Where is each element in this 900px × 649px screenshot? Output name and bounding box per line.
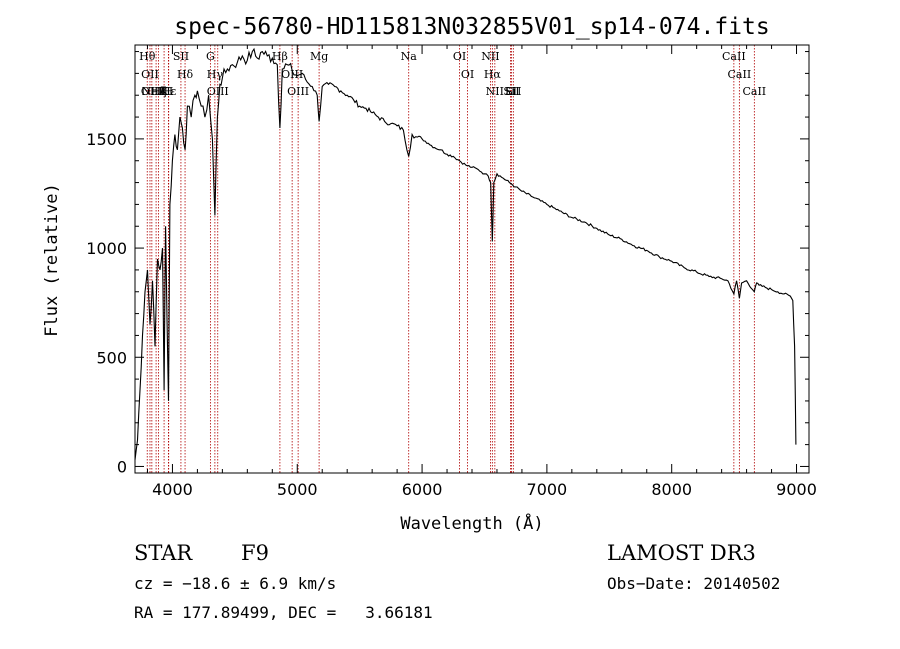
spectral-line-label: SII: [503, 85, 519, 98]
y-tick-label: 1500: [86, 130, 127, 149]
x-tick-label: 8000: [651, 480, 692, 499]
y-axis-label: Flux (relative): [42, 183, 62, 337]
spectral-line-label: NII: [486, 85, 504, 98]
spectral-line-label: K: [160, 85, 169, 98]
chart-title: spec-56780-HD115813N032855V01_sp14-074.f…: [174, 14, 769, 40]
x-tick-label: 5000: [277, 480, 318, 499]
spectral-line-label: Na: [401, 50, 418, 63]
spectral-line-label: Hγ: [207, 68, 224, 81]
spectral-line-label: CaII: [728, 68, 752, 81]
spectral-line-label: OIII: [287, 85, 309, 98]
spectral-line-label: Mg: [310, 50, 328, 63]
x-axis-label: Wavelength (Å): [400, 512, 543, 534]
spectral-line-label: Li: [505, 85, 516, 98]
spectral-line-label: Hβ: [272, 50, 288, 63]
spectral-line-label: CaII: [742, 85, 766, 98]
y-tick-label: 0: [117, 457, 127, 476]
spectral-line-label: Hε: [161, 85, 177, 98]
spectral-line-label: Hδ: [177, 68, 194, 81]
x-tick-label: 7000: [527, 480, 568, 499]
spectral-line-label: Hθ: [139, 50, 156, 63]
spectral-line-label: NeIII: [142, 85, 171, 98]
spectral-line-label: Hζ: [151, 85, 167, 98]
spectral-line-label: OI: [461, 68, 474, 81]
y-tick-label: 500: [96, 348, 127, 367]
spectral-line-label: H: [164, 85, 174, 98]
coordinates-text: RA = 177.89499, DEC = 3.66181: [134, 603, 433, 622]
spectral-line-label: CaII: [722, 50, 746, 63]
object-type-label: STAR: [134, 541, 193, 565]
spectral-subclass-label: F9: [241, 541, 269, 565]
y-tick-label: 1000: [86, 239, 127, 258]
spectral-line-label: OI: [453, 50, 466, 63]
spectral-line-label: Hα: [484, 68, 502, 81]
spectral-line-label: OIII: [281, 68, 303, 81]
spectrum-series-line: [134, 47, 797, 460]
observation-date-text: Obs−Date: 20140502: [607, 574, 781, 593]
plot-frame: [134, 44, 810, 474]
spectral-line-label: G: [206, 50, 215, 63]
x-tick-label: 4000: [152, 480, 193, 499]
spectral-line-label: OIII: [207, 85, 229, 98]
x-tick-label: 9000: [776, 480, 817, 499]
redshift-text: cz = −18.6 ± 6.9 km/s: [134, 574, 337, 593]
spectral-line-label: OIII: [141, 85, 163, 98]
survey-label: LAMOST DR3: [607, 541, 756, 565]
spectral-line-label: SII: [505, 85, 521, 98]
x-tick-label: 6000: [402, 480, 443, 499]
spectral-line-label: NII: [481, 50, 499, 63]
spectral-line-label: SII: [173, 50, 189, 63]
spectral-line-label: OII: [141, 68, 159, 81]
